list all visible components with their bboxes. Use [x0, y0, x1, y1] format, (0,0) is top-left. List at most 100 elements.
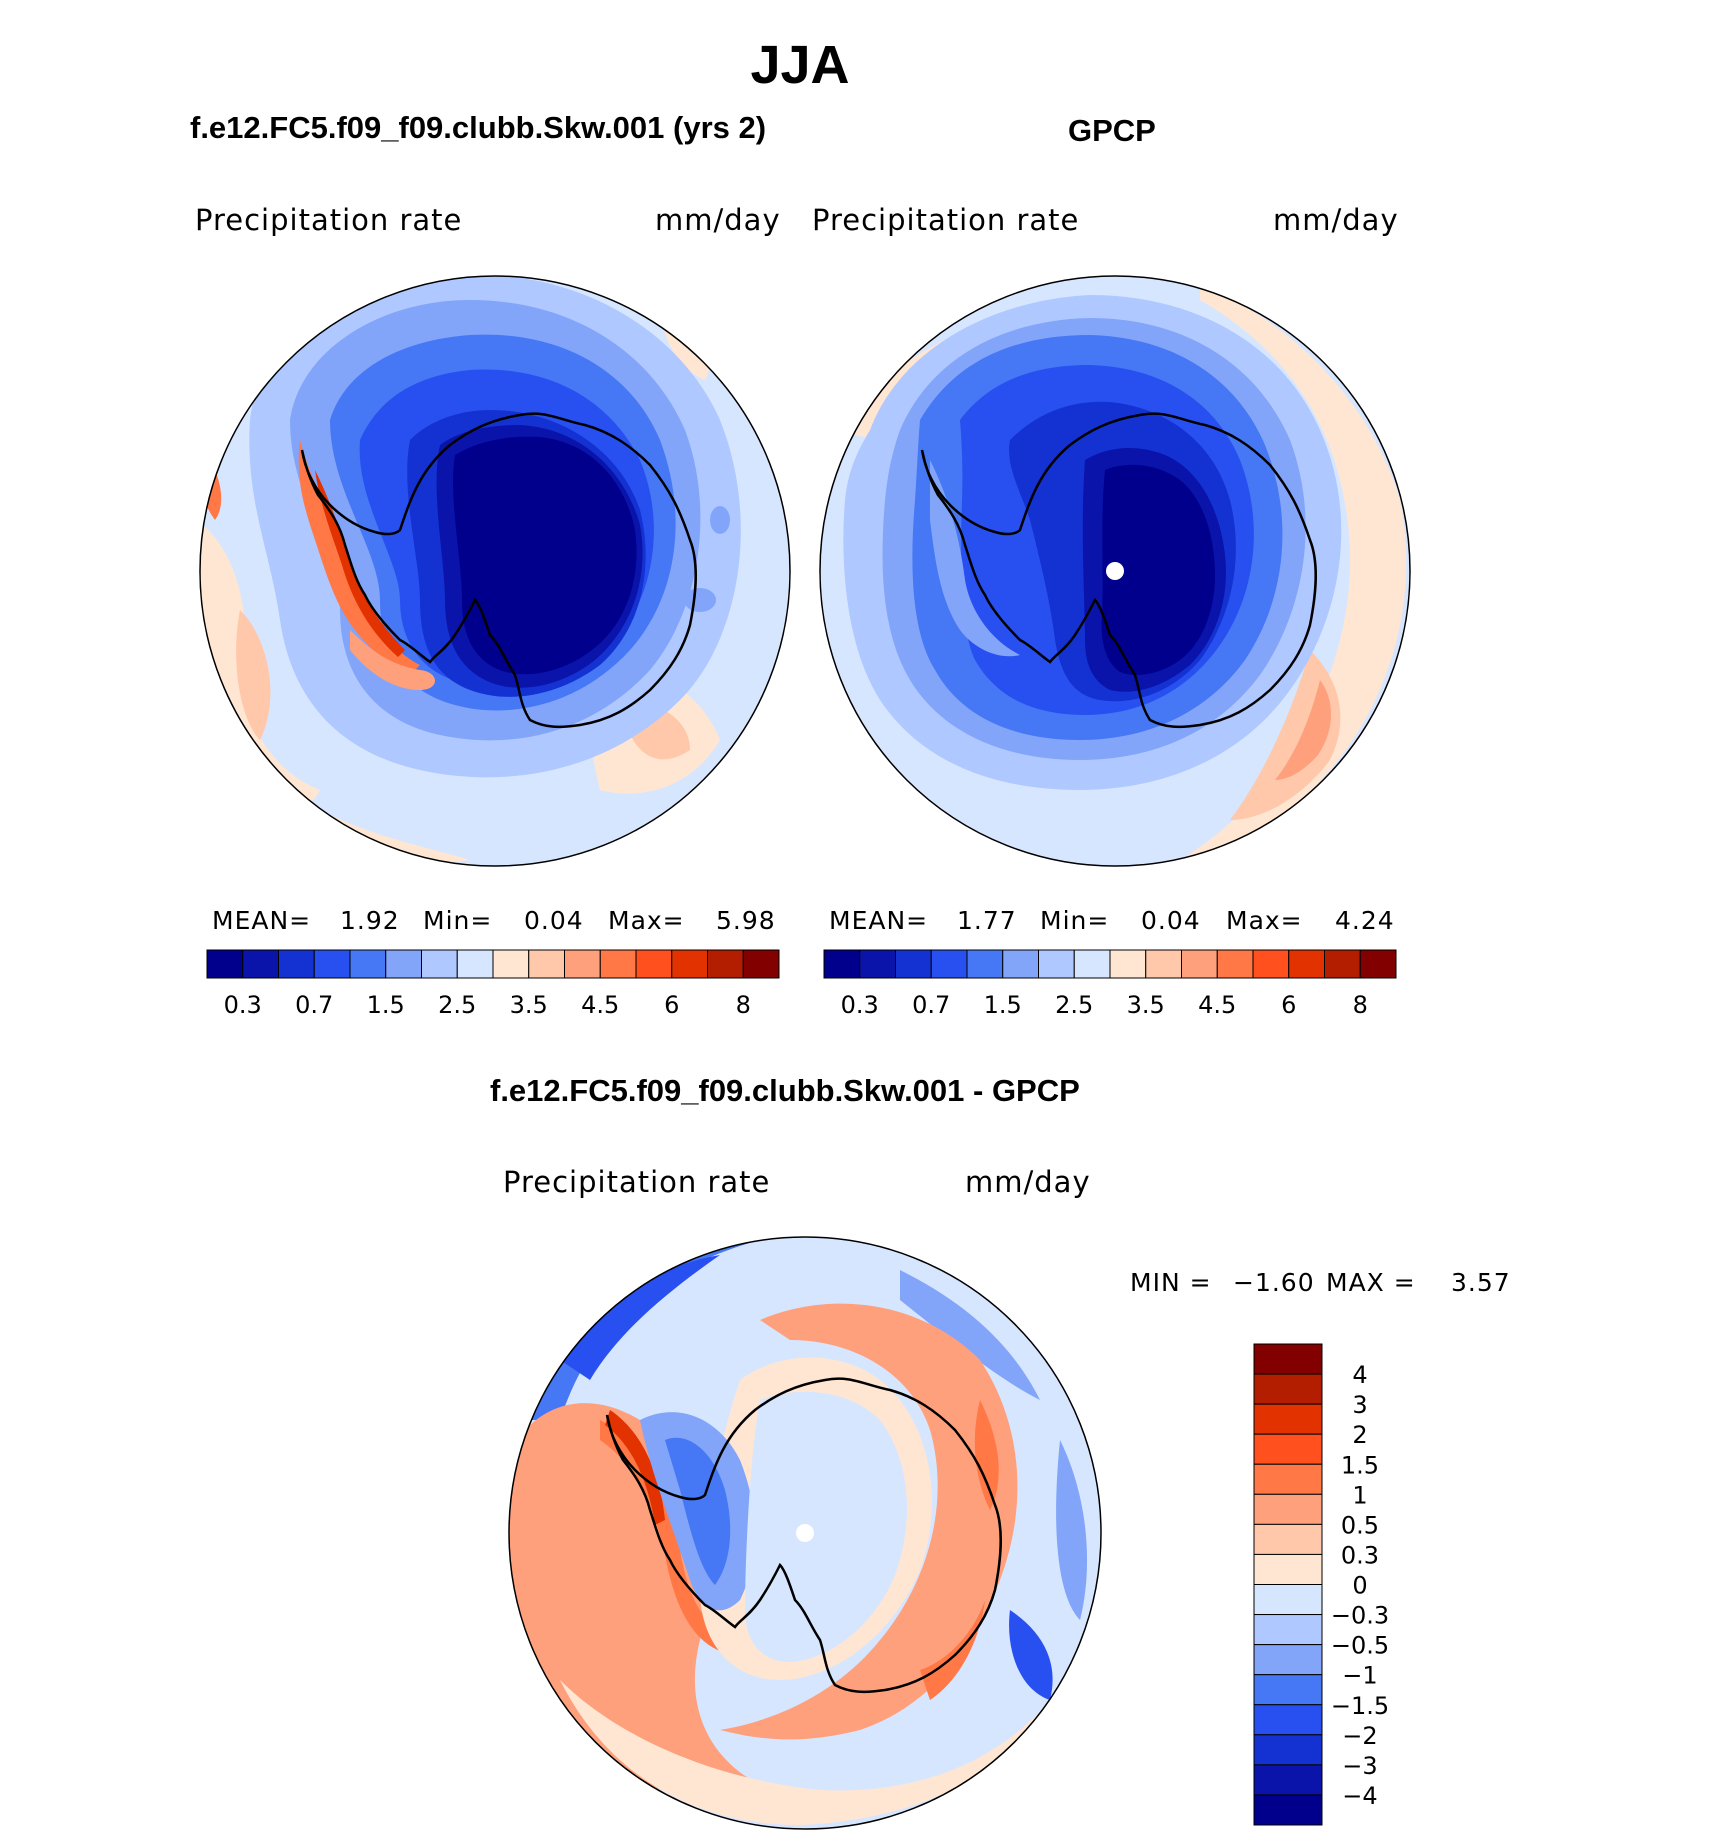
- panel1-mean-label: MEAN=: [212, 906, 312, 935]
- colorbar-difference-tick-label: 1.5: [1341, 1451, 1379, 1479]
- panel2-mean-label: MEAN=: [829, 906, 929, 935]
- colorbar-model-tick-label: 0.7: [295, 991, 333, 1019]
- panel2-min-label: Min=: [1040, 906, 1110, 935]
- panel1-min-label: Min=: [423, 906, 493, 935]
- colorbar-model-swatch: [349, 949, 387, 979]
- colorbar-gpcp-swatch: [1359, 949, 1397, 979]
- colorbar-difference-swatch: [1253, 1674, 1323, 1706]
- colorbar-model-tick-label: 3.5: [510, 991, 548, 1019]
- colorbar-difference-tick-label: −1: [1342, 1662, 1377, 1690]
- colorbar-model-swatch: [528, 949, 565, 979]
- panel3-max-value: 3.57: [1451, 1268, 1511, 1297]
- colorbar-gpcp-swatch: [1288, 949, 1325, 979]
- pole-hole-marker-diff: [796, 1524, 814, 1542]
- colorbar-model: 0.3 0.7 1.5 2.5 3.5 4.5 6 8: [206, 949, 780, 1019]
- colorbar-difference-swatch: [1253, 1403, 1323, 1435]
- main-title: JJA: [750, 35, 850, 95]
- colorbar-difference-tick-label: −0.3: [1331, 1602, 1389, 1630]
- colorbar-gpcp-swatch: [823, 949, 861, 979]
- colorbar-model-swatch: [492, 949, 530, 979]
- colorbar-model-swatch: [242, 949, 279, 979]
- panel2-max-value: 4.24: [1335, 906, 1395, 935]
- colorbar-model-swatch: [278, 949, 315, 979]
- colorbar-difference-swatch: [1253, 1584, 1323, 1616]
- panel3-min-value: −1.60: [1233, 1268, 1315, 1297]
- colorbar-difference-tick-label: 3: [1352, 1391, 1367, 1419]
- colorbar-difference-tick-label: −3: [1342, 1752, 1377, 1780]
- panel3-variable-label: Precipitation rate: [503, 1165, 771, 1199]
- colorbar-difference-swatch: [1253, 1704, 1323, 1736]
- colorbar-model-tick-label: 8: [736, 991, 751, 1019]
- colorbar-gpcp-swatch: [1216, 949, 1254, 979]
- colorbar-difference-tick-label: −1.5: [1331, 1692, 1389, 1720]
- colorbar-gpcp-swatch: [1252, 949, 1290, 979]
- colorbar-gpcp-swatch: [1073, 949, 1111, 979]
- map3-boundary: [508, 1236, 1102, 1830]
- map-model-field: [200, 276, 790, 866]
- panel1-title: f.e12.FC5.f09_f09.clubb.Skw.001 (yrs 2): [190, 110, 767, 145]
- colorbar-model-swatch: [456, 949, 494, 979]
- panel1-mean-value: 1.92: [340, 906, 400, 935]
- panel1-max-label: Max=: [608, 906, 685, 935]
- panel1-variable-label: Precipitation rate: [195, 203, 463, 237]
- colorbar-gpcp-swatch: [966, 949, 1004, 979]
- colorbar-gpcp-tick-label: 3.5: [1127, 991, 1165, 1019]
- colorbar-difference-swatch: [1253, 1734, 1323, 1766]
- pole-hole-marker: [1106, 562, 1124, 580]
- colorbar-gpcp-swatch: [1324, 949, 1361, 979]
- panel1-max-value: 5.98: [716, 906, 776, 935]
- colorbar-difference-swatch: [1253, 1493, 1323, 1525]
- colorbar-difference-tick-label: 2: [1352, 1421, 1367, 1449]
- colorbar-model-swatch: [599, 949, 637, 979]
- colorbar-model-swatch: [564, 949, 601, 979]
- colorbar-gpcp: 0.3 0.7 1.5 2.5 3.5 4.5 6 8: [823, 949, 1397, 1019]
- colorbar-model-swatch: [707, 949, 744, 979]
- colorbar-model-swatch: [385, 949, 422, 979]
- colorbar-gpcp-swatch: [1181, 949, 1218, 979]
- map2-boundary: [819, 275, 1411, 867]
- colorbar-gpcp-tick-label: 2.5: [1055, 991, 1093, 1019]
- colorbar-gpcp-swatch: [1038, 949, 1075, 979]
- colorbar-gpcp-tick-label: 6: [1281, 991, 1296, 1019]
- colorbar-gpcp-swatch: [1109, 949, 1147, 979]
- colorbar-difference-swatch: [1253, 1463, 1323, 1495]
- panel1-min-value: 0.04: [524, 906, 584, 935]
- colorbar-model-tick-label: 2.5: [438, 991, 476, 1019]
- panel2-mean-value: 1.77: [957, 906, 1017, 935]
- panel3-units-label: mm/day: [965, 1165, 1091, 1199]
- colorbar-difference-swatch: [1253, 1553, 1323, 1585]
- colorbar-gpcp-tick-label: 0.3: [841, 991, 879, 1019]
- colorbar-gpcp-tick-label: 1.5: [984, 991, 1022, 1019]
- colorbar-model-tick-label: 1.5: [367, 991, 405, 1019]
- colorbar-gpcp-tick-label: 8: [1353, 991, 1368, 1019]
- colorbar-model-tick-label: 4.5: [581, 991, 619, 1019]
- colorbar-difference-swatch: [1253, 1343, 1323, 1375]
- colorbar-gpcp-tick-label: 0.7: [912, 991, 950, 1019]
- colorbar-difference-tick-label: 1: [1352, 1481, 1367, 1509]
- colorbar-difference-tick-label: 0: [1352, 1572, 1367, 1600]
- colorbar-difference-tick-label: 4: [1352, 1361, 1367, 1389]
- colorbar-model-swatch: [313, 949, 351, 979]
- colorbar-model-tick-label: 0.3: [224, 991, 262, 1019]
- colorbar-difference-swatch: [1253, 1523, 1323, 1555]
- colorbar-model-swatch: [206, 949, 244, 979]
- colorbar-gpcp-swatch: [930, 949, 968, 979]
- colorbar-model-swatch: [421, 949, 458, 979]
- colorbar-difference-swatch: [1253, 1614, 1323, 1646]
- panel2-max-label: Max=: [1226, 906, 1303, 935]
- panel3-max-label: MAX =: [1326, 1268, 1416, 1297]
- colorbar-difference-swatch: [1253, 1644, 1323, 1676]
- colorbar-difference-tick-label: −2: [1342, 1722, 1377, 1750]
- colorbar-model-tick-label: 6: [664, 991, 679, 1019]
- colorbar-difference-swatch: [1253, 1373, 1323, 1405]
- panel2-variable-label: Precipitation rate: [812, 203, 1080, 237]
- panel3-title: f.e12.FC5.f09_f09.clubb.Skw.001 - GPCP: [490, 1073, 1080, 1108]
- colorbar-gpcp-swatch: [859, 949, 896, 979]
- colorbar-difference-tick-label: 0.5: [1341, 1511, 1379, 1539]
- panel3-min-label: MIN =: [1130, 1268, 1212, 1297]
- colorbar-difference-tick-label: 0.3: [1341, 1541, 1379, 1569]
- colorbar-difference-tick-label: −4: [1342, 1782, 1377, 1810]
- panel1-units-label: mm/day: [655, 203, 781, 237]
